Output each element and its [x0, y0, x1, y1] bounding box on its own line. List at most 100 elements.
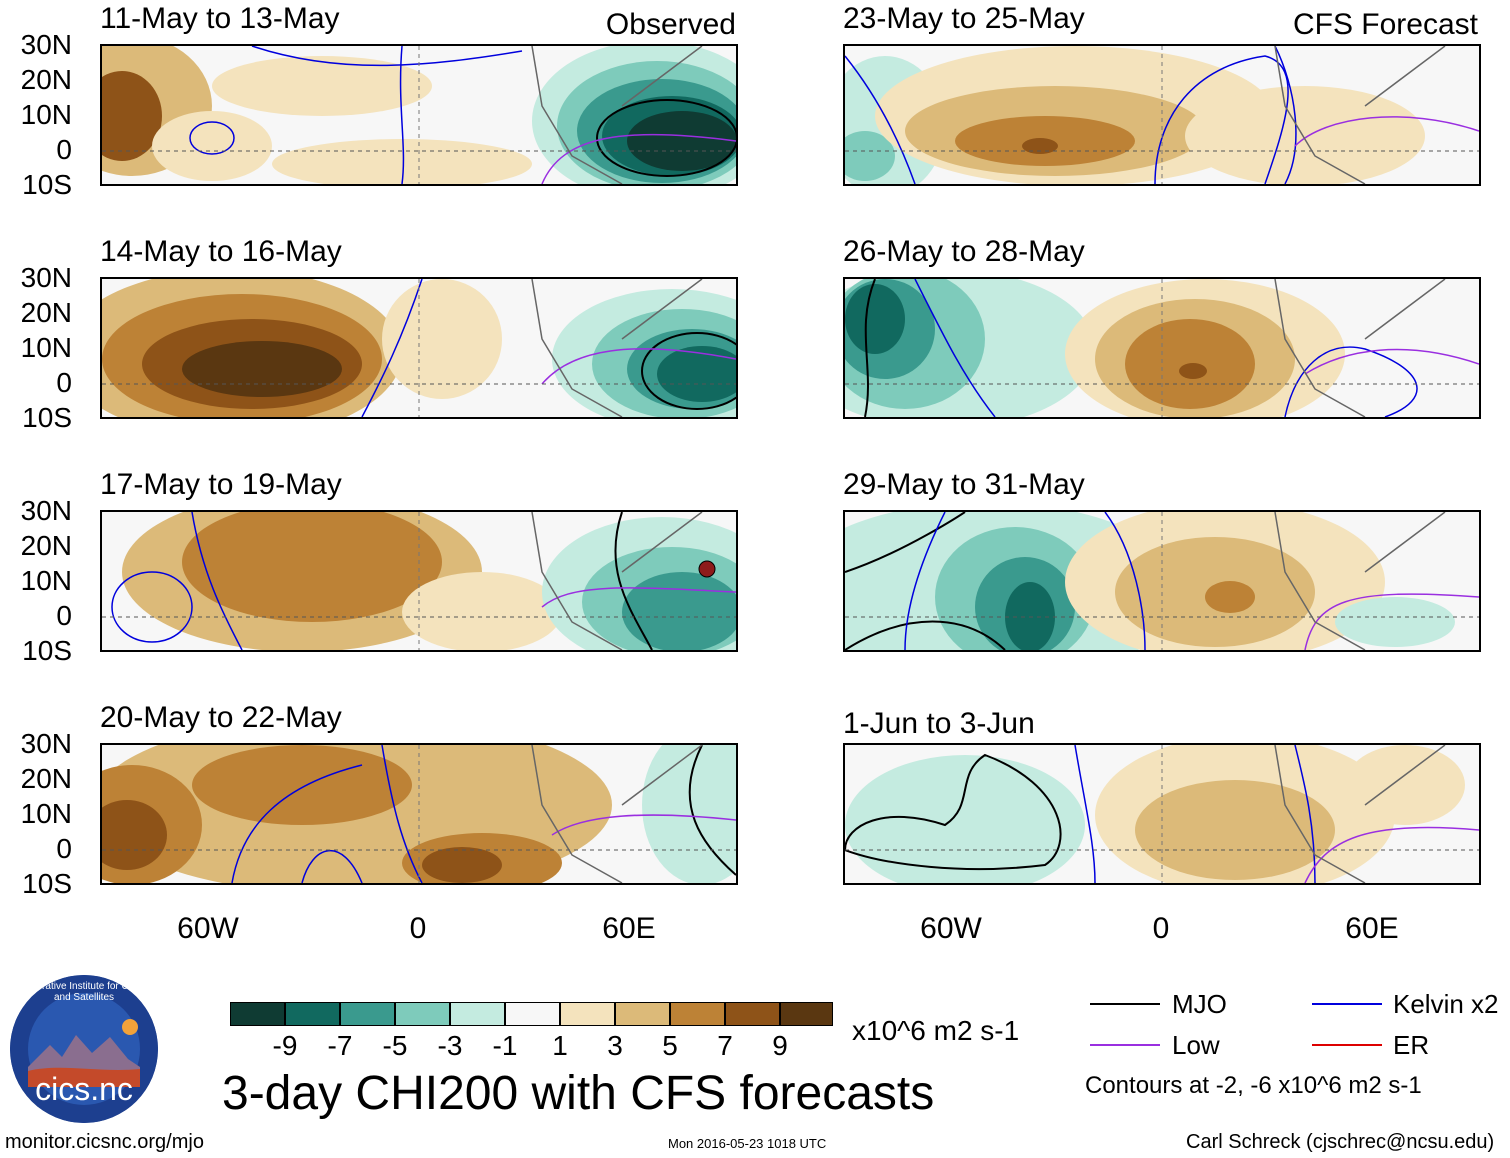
contour-kelvin: [1104, 512, 1146, 650]
footer-author: Carl Schreck (cjschrec@ncsu.edu): [1186, 1131, 1495, 1153]
lat-label: 0: [56, 600, 72, 631]
shading-negative: [845, 755, 1085, 883]
panel-5-title: 23-May to 25-May: [843, 2, 1085, 35]
footer-url: monitor.cicsnc.org/mjo: [5, 1131, 204, 1153]
map-panel-7-plot: [845, 512, 1479, 650]
lat-label: 0: [56, 134, 72, 165]
lat-label: 20N: [20, 297, 72, 328]
lat-label: 10S: [22, 635, 72, 666]
map-panel-8-plot: [845, 745, 1479, 883]
map-panel-5: [843, 44, 1481, 186]
logo-ring-text: Cooperative Institute for Climate and Sa…: [12, 981, 156, 1003]
lon-label-60w-right: 60W: [920, 912, 982, 945]
legend-label-kelvin: Kelvin x2: [1393, 989, 1499, 1019]
contour-low: [541, 587, 736, 608]
shading-positive: [1179, 363, 1207, 379]
shading-negative: [622, 572, 736, 650]
panel-7-title: 29-May to 31-May: [843, 468, 1085, 501]
shading-positive: [182, 512, 442, 622]
shading-positive: [1022, 138, 1058, 154]
shading-positive: [1345, 745, 1465, 825]
colorbar-cell: [450, 1002, 505, 1026]
panel-2-title: 14-May to 16-May: [100, 235, 342, 268]
contour-kelvin: [189, 121, 235, 155]
colorbar-cell: [395, 1002, 450, 1026]
shading-negative: [657, 346, 736, 402]
legend-swatch-mjo: [1090, 1003, 1160, 1005]
shading-positive: [422, 847, 502, 883]
shading-positive: [152, 111, 272, 181]
lat-label: 10S: [22, 868, 72, 899]
contour-kelvin: [231, 764, 363, 883]
contour-kelvin: [1074, 745, 1096, 883]
shading-positive: [1135, 780, 1335, 880]
contour-mjo: [845, 753, 1062, 871]
contour-mjo: [864, 279, 876, 417]
contour-kelvin: [914, 279, 996, 417]
lat-label: 30N: [20, 29, 72, 60]
footer-timestamp: Mon 2016-05-23 1018 UTC: [668, 1136, 827, 1151]
contour-kelvin: [361, 279, 423, 417]
coastline: [531, 745, 703, 883]
contour-kelvin: [1274, 46, 1297, 184]
lat-label: 30N: [20, 495, 72, 526]
lon-label-0-right: 0: [1152, 912, 1170, 945]
coastline: [1274, 512, 1446, 650]
contour-low: [541, 348, 736, 385]
er-marker: [698, 560, 716, 578]
lon-label-60e-right: 60E: [1345, 912, 1399, 945]
contour-kelvin: [381, 745, 423, 883]
map-panel-4: [100, 743, 738, 885]
colorbar-label: 5: [662, 1030, 678, 1061]
map-panel-1: [100, 44, 738, 186]
shading-negative: [1335, 597, 1455, 647]
colorbar-cell: [670, 1002, 725, 1026]
contour-low: [1304, 348, 1479, 375]
colorbar-label: 7: [717, 1030, 733, 1061]
panel-8-title: 1-Jun to 3-Jun: [843, 707, 1035, 740]
shading-negative: [845, 284, 905, 354]
shading-negative: [642, 745, 736, 883]
lat-label: 10S: [22, 169, 72, 200]
map-panel-2: [100, 277, 738, 419]
contour-mjo: [688, 745, 736, 876]
shading-positive: [402, 572, 562, 650]
lon-label-60e: 60E: [602, 912, 656, 945]
legend-note: Contours at -2, -6 x10^6 m2 s-1: [1085, 1072, 1422, 1099]
colorbar-label: -9: [272, 1030, 298, 1061]
map-panel-3-plot: [102, 512, 736, 650]
shading-negative: [845, 131, 895, 181]
legend-swatch-low: [1090, 1044, 1160, 1046]
lat-label: 10N: [20, 332, 72, 363]
shading-negative: [627, 111, 736, 171]
forecast-label: CFS Forecast: [1292, 8, 1478, 41]
map-panel-7: [843, 510, 1481, 652]
colorbar-cell: [285, 1002, 340, 1026]
shading-negative: [1005, 582, 1055, 650]
colorbar-label: -1: [492, 1030, 518, 1061]
panel-4-title: 20-May to 22-May: [100, 701, 342, 734]
map-panel-1-plot: [102, 46, 736, 184]
colorbar-label: 9: [772, 1030, 788, 1061]
contour-kelvin: [845, 55, 916, 184]
contour-low: [551, 814, 736, 836]
colorbar-label: -5: [382, 1030, 408, 1061]
map-panel-4-plot: [102, 745, 736, 883]
contour-low: [1304, 826, 1479, 883]
lat-label: 30N: [20, 262, 72, 293]
contour-kelvin: [399, 46, 405, 184]
lat-label: 0: [56, 367, 72, 398]
lon-label-60w: 60W: [177, 912, 239, 945]
lat-label: 10S: [22, 402, 72, 433]
colorbar-cell: [725, 1002, 780, 1026]
lat-label: 20N: [20, 530, 72, 561]
contour-mjo: [596, 99, 736, 177]
coastline: [531, 46, 703, 184]
coastline: [1274, 745, 1446, 883]
colorbar-cell: [560, 1002, 615, 1026]
map-panel-5-plot: [845, 46, 1479, 184]
legend-label-er: ER: [1393, 1030, 1430, 1060]
colorbar-label: 3: [607, 1030, 623, 1061]
contour-mjo: [845, 620, 1006, 650]
shading-positive: [212, 56, 432, 116]
